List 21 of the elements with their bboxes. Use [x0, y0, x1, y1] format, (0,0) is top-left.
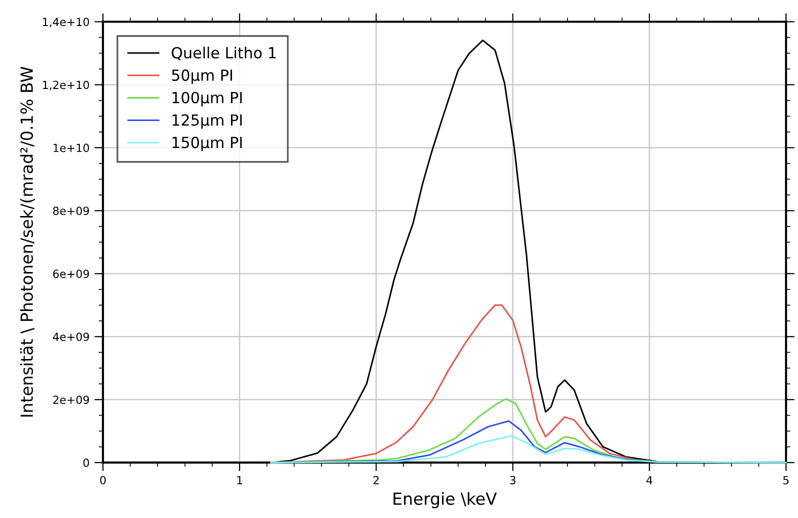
y-tick-label: 4e+09 — [52, 332, 89, 342]
legend-label: 100µm PI — [172, 92, 242, 106]
y-tick-label: 2e+09 — [53, 396, 89, 404]
y-tick-label: 0 — [83, 458, 90, 467]
x-tick-label: 4 — [646, 476, 652, 484]
x-axis-title: Energie \keV — [394, 492, 497, 508]
x-tick-label: 2 — [373, 476, 379, 484]
x-tick-label: 3 — [510, 476, 516, 484]
y-tick-label: 6e+09 — [53, 270, 89, 278]
legend-label: 50µm PI — [172, 69, 232, 84]
legend-label: 125µm PI — [172, 114, 242, 129]
legend-label: 150µm PI — [172, 136, 242, 152]
y-tick-label: 1,2e+10 — [43, 80, 90, 90]
y-axis-title: Intensität \ Photonen/sek/(mrad²/0.1% BW — [20, 66, 35, 417]
x-tick-label: 5 — [783, 476, 789, 484]
y-tick-label: 1,4e+10 — [43, 18, 90, 28]
legend-label: Quelle Litho 1 — [172, 46, 276, 60]
y-tick-label: 8e+09 — [53, 206, 89, 216]
x-tick-label: 0 — [100, 476, 106, 484]
y-tick-label: 1e+10 — [54, 144, 90, 152]
x-tick-label: 1 — [237, 476, 242, 484]
